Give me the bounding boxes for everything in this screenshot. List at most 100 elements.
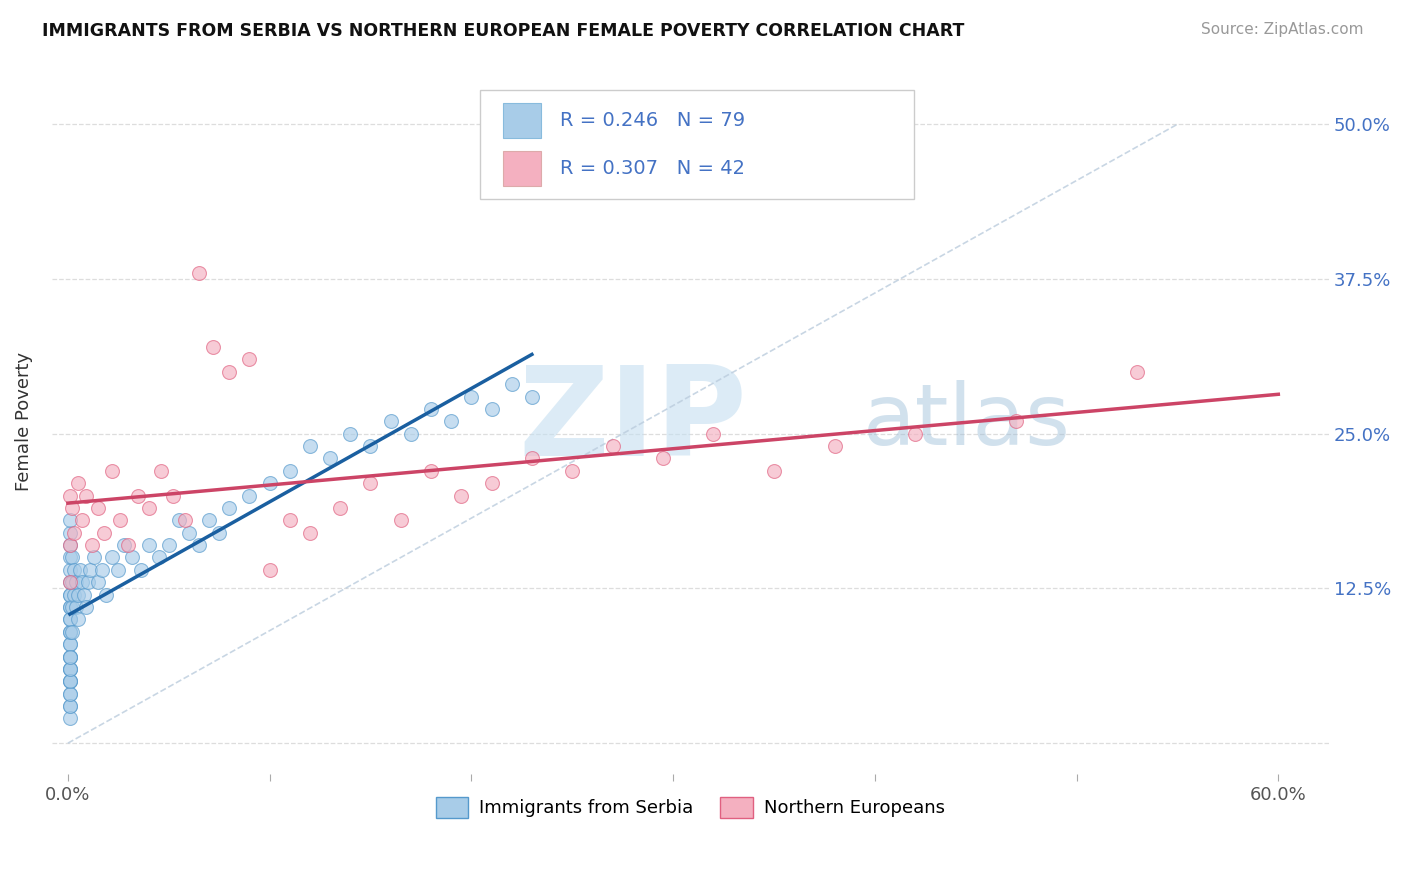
Point <box>218 365 240 379</box>
Point <box>238 352 260 367</box>
Point <box>138 538 160 552</box>
Point <box>112 538 135 552</box>
Point <box>79 563 101 577</box>
Point <box>420 464 443 478</box>
Point <box>59 563 82 577</box>
Point <box>762 464 785 478</box>
Point <box>59 489 82 503</box>
Point <box>520 390 543 404</box>
Point <box>652 451 675 466</box>
Point <box>59 600 82 615</box>
Point <box>298 525 321 540</box>
Point <box>561 464 583 478</box>
Point <box>702 426 724 441</box>
Point <box>450 489 472 503</box>
Point <box>162 489 184 503</box>
Text: Source: ZipAtlas.com: Source: ZipAtlas.com <box>1201 22 1364 37</box>
Point <box>59 649 82 664</box>
Point <box>149 464 172 478</box>
Point <box>259 476 281 491</box>
Point <box>167 513 190 527</box>
Point <box>59 612 82 626</box>
Point <box>481 401 503 416</box>
Point <box>59 662 82 676</box>
Point <box>66 588 89 602</box>
Point <box>380 414 402 428</box>
Point <box>501 377 523 392</box>
Point <box>440 414 463 428</box>
Point <box>59 674 82 689</box>
Point <box>59 687 82 701</box>
Point <box>329 500 352 515</box>
Point <box>121 550 143 565</box>
Point <box>824 439 846 453</box>
Point <box>59 624 82 639</box>
Point <box>59 538 82 552</box>
Text: R = 0.307   N = 42: R = 0.307 N = 42 <box>560 159 745 178</box>
Point <box>65 575 87 590</box>
Point <box>96 588 118 602</box>
Point <box>63 525 86 540</box>
Point <box>59 600 82 615</box>
Point <box>59 612 82 626</box>
Point <box>63 563 86 577</box>
Point <box>59 513 82 527</box>
Point <box>75 489 97 503</box>
Point <box>101 550 124 565</box>
Point <box>128 489 150 503</box>
Point <box>93 525 115 540</box>
Point <box>91 563 114 577</box>
Point <box>319 451 342 466</box>
Point <box>59 699 82 714</box>
Point <box>77 575 100 590</box>
Point <box>59 662 82 676</box>
Point <box>59 575 82 590</box>
Point <box>59 550 82 565</box>
Point <box>60 624 83 639</box>
Point <box>59 637 82 651</box>
Point <box>1126 365 1149 379</box>
Y-axis label: Female Poverty: Female Poverty <box>15 351 32 491</box>
Point <box>65 600 87 615</box>
Point <box>66 612 89 626</box>
Point <box>60 600 83 615</box>
Point <box>59 525 82 540</box>
Point <box>208 525 231 540</box>
Point <box>298 439 321 453</box>
Point <box>101 464 124 478</box>
Point <box>75 600 97 615</box>
Point <box>59 699 82 714</box>
Point <box>59 662 82 676</box>
Point <box>59 637 82 651</box>
Point <box>110 513 132 527</box>
Point <box>82 538 104 552</box>
Point <box>174 513 197 527</box>
Point <box>59 649 82 664</box>
Point <box>157 538 180 552</box>
Point <box>360 476 382 491</box>
Point <box>278 464 301 478</box>
Legend: Immigrants from Serbia, Northern Europeans: Immigrants from Serbia, Northern Europea… <box>429 789 952 825</box>
Point <box>73 588 96 602</box>
Point <box>87 500 110 515</box>
Point <box>198 513 221 527</box>
Point <box>83 550 105 565</box>
Point <box>278 513 301 527</box>
Point <box>188 266 211 280</box>
Point <box>420 401 443 416</box>
Point <box>602 439 624 453</box>
Point <box>1005 414 1028 428</box>
Point <box>117 538 139 552</box>
Point <box>520 451 543 466</box>
Point <box>389 513 412 527</box>
Point <box>177 525 200 540</box>
Point <box>360 439 382 453</box>
Point <box>107 563 129 577</box>
FancyBboxPatch shape <box>502 103 541 138</box>
Point <box>59 687 82 701</box>
FancyBboxPatch shape <box>479 90 914 199</box>
Point <box>218 500 240 515</box>
Point <box>339 426 361 441</box>
FancyBboxPatch shape <box>502 151 541 186</box>
Point <box>399 426 422 441</box>
